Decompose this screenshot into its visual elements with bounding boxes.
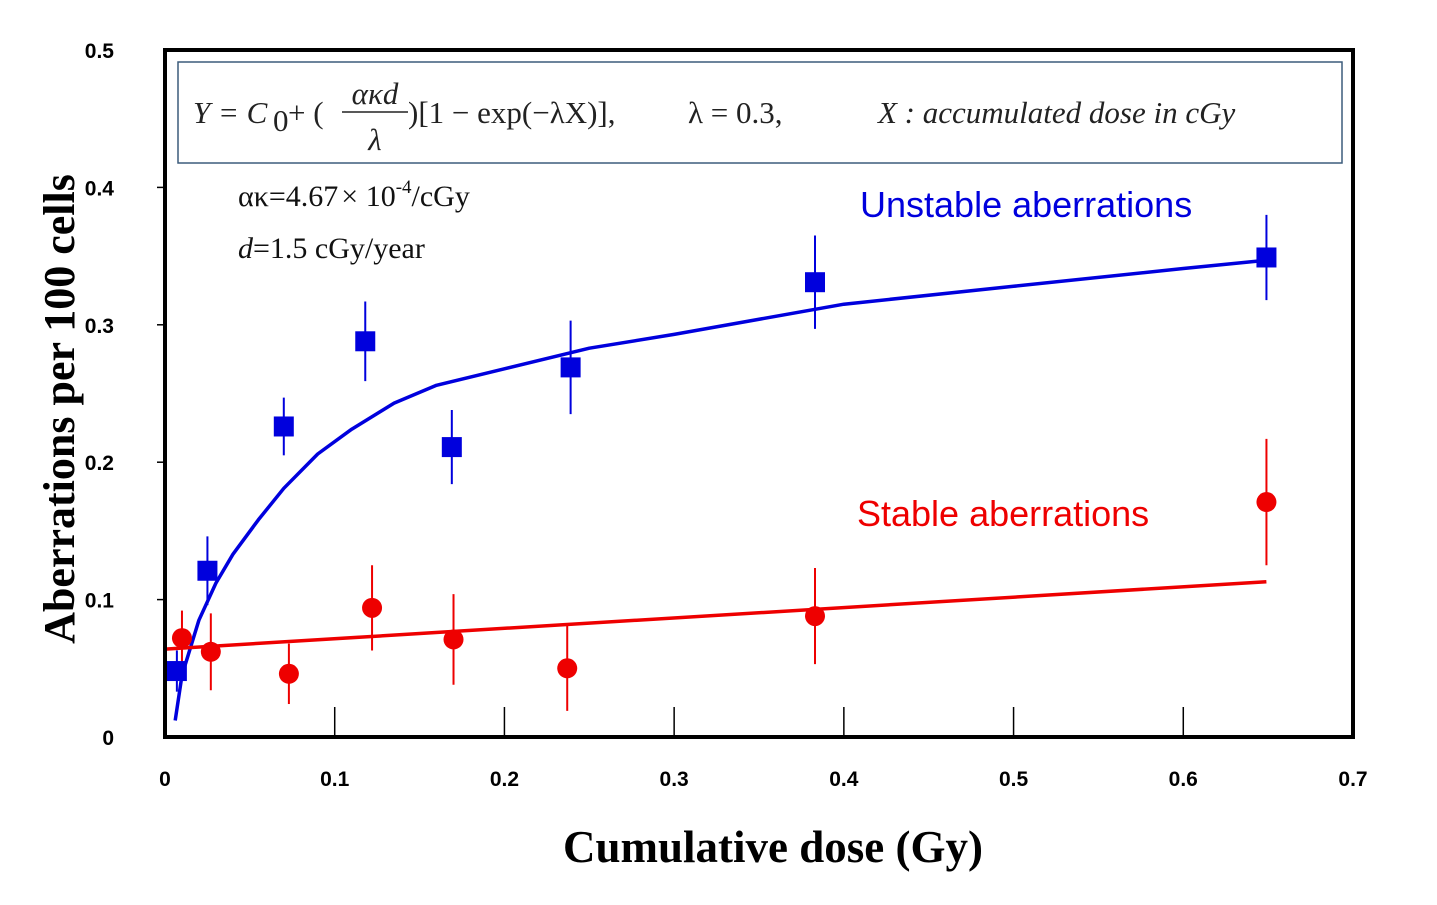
stable-data-point [362,597,383,618]
x-tick-label: 0 [159,768,171,791]
unstable-data-point [166,661,187,682]
unstable-data-point [273,416,294,437]
formula-numerator: ακd [352,76,399,111]
stable-data-point [557,658,578,679]
alpha-kappa-unit: /cGy [412,180,470,213]
dose-rate-annotation: d=1.5 cGy/year [238,232,425,265]
x-tick-label: 0.3 [660,768,689,791]
x-tick-label: 0.5 [999,768,1029,791]
y-tick-label: 0.5 [85,40,115,63]
x-tick-label: 0.6 [1169,768,1198,791]
formula-subscript: 0 [273,103,289,138]
unstable-data-point [1256,247,1277,268]
formula-box: Y = C 0 + ( ακd λ )[1 − exp(−λX)], λ = 0… [177,61,1343,164]
y-axis-tick-labels: 0 0.1 0.2 0.3 0.4 0.5 [85,40,115,750]
stable-data-point [805,606,826,627]
dose-rate-variable: d [238,232,254,265]
unstable-data-point [441,437,462,458]
unstable-fit-line [173,258,1267,721]
unstable-data-point [560,357,581,378]
alpha-kappa-exponent: -4 [396,177,412,198]
stable-data-point [171,628,192,649]
alpha-kappa-annotation: ακ=4.67 × 10-4/cGy [238,177,470,213]
alpha-kappa-prefix: ακ=4.67 [238,180,338,213]
y-axis-title: Aberrations per 100 cells [35,174,84,644]
stable-data-point [1256,492,1277,513]
stable-data-point [443,629,464,650]
unstable-data-point [197,560,218,581]
formula-bracket-term: )[1 − exp(−λX)], [408,95,616,130]
plot-frame [163,48,1355,739]
formula-lambda: λ = 0.3, [688,95,783,130]
formula-x-definition: X : accumulated dose in cGy [876,95,1235,130]
unstable-data-point [805,272,826,293]
x-axis-tick-labels: 0 0.1 0.2 0.3 0.4 0.5 0.6 0.7 [159,768,1367,791]
stable-series-label: Stable aberrations [857,493,1149,534]
fit-curves [164,258,1267,721]
x-tick-label: 0.2 [490,768,519,791]
stable-data-point [278,663,299,684]
x-tick-label: 0.1 [320,768,350,791]
data-points [166,247,1277,684]
x-tick-label: 0.4 [829,768,859,791]
error-bars [175,214,1268,711]
x-axis-title: Cumulative dose (Gy) [563,822,983,872]
formula-lhs: Y = C [193,95,268,130]
dose-rate-value: =1.5 cGy/year [253,232,425,265]
unstable-data-point [355,331,376,352]
stable-data-point [200,641,221,662]
x-tick-label: 0.7 [1338,768,1367,791]
y-tick-label: 0 [102,727,114,750]
stable-fit-line [164,579,1267,651]
alpha-kappa-base: 10 [358,180,396,213]
formula-plus-open: + ( [288,95,324,130]
x-axis-ticks [333,707,1185,737]
unstable-series-label: Unstable aberrations [860,184,1192,225]
y-tick-label: 0.4 [85,177,115,200]
formula-denominator: λ [367,122,381,157]
y-tick-label: 0.3 [85,315,114,338]
alpha-kappa-times: × [341,180,358,213]
y-tick-label: 0.1 [85,590,115,613]
y-tick-label: 0.2 [85,452,114,475]
